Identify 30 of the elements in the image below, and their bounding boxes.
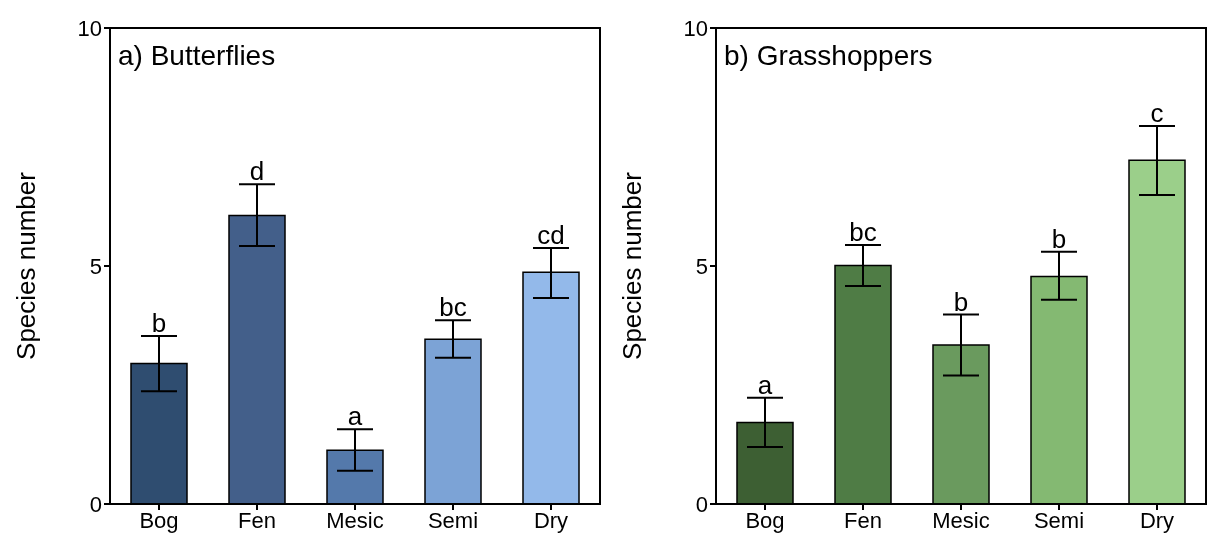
annotation: b — [1051, 223, 1067, 254]
y-tick-label: 5 — [89, 253, 102, 279]
annotation: cd — [537, 219, 565, 250]
x-tick-label: Fen — [844, 507, 882, 533]
y-tick-label: 0 — [695, 491, 708, 517]
y-axis-title: Species number — [11, 171, 42, 360]
annotation: b — [953, 286, 969, 317]
x-tick-label: Dry — [1139, 507, 1175, 533]
chart-title: b) Grasshoppers — [724, 40, 933, 72]
x-tick-label: Dry — [533, 507, 569, 533]
y-tick-label: 10 — [77, 15, 102, 41]
annotation: b — [151, 307, 167, 338]
x-tick-label: Semi — [1033, 507, 1085, 533]
y-tick-label: 5 — [695, 253, 708, 279]
x-tick-label: Bog — [139, 507, 179, 533]
annotation: a — [757, 369, 773, 400]
x-tick-label: Fen — [238, 507, 276, 533]
x-tick-label: Bog — [745, 507, 785, 533]
annotation: c — [1150, 98, 1164, 129]
annotation: d — [249, 156, 265, 187]
y-tick-label: 10 — [683, 15, 708, 41]
x-tick-label: Mesic — [932, 507, 990, 533]
annotation: bc — [849, 217, 877, 248]
x-tick-label: Semi — [427, 507, 479, 533]
x-tick-label: Mesic — [326, 507, 384, 533]
annotation: bc — [439, 292, 467, 323]
chart-title: a) Butterflies — [118, 40, 276, 72]
y-axis-title: Species number — [617, 171, 648, 360]
annotation: a — [347, 401, 363, 432]
y-tick-label: 0 — [89, 491, 102, 517]
